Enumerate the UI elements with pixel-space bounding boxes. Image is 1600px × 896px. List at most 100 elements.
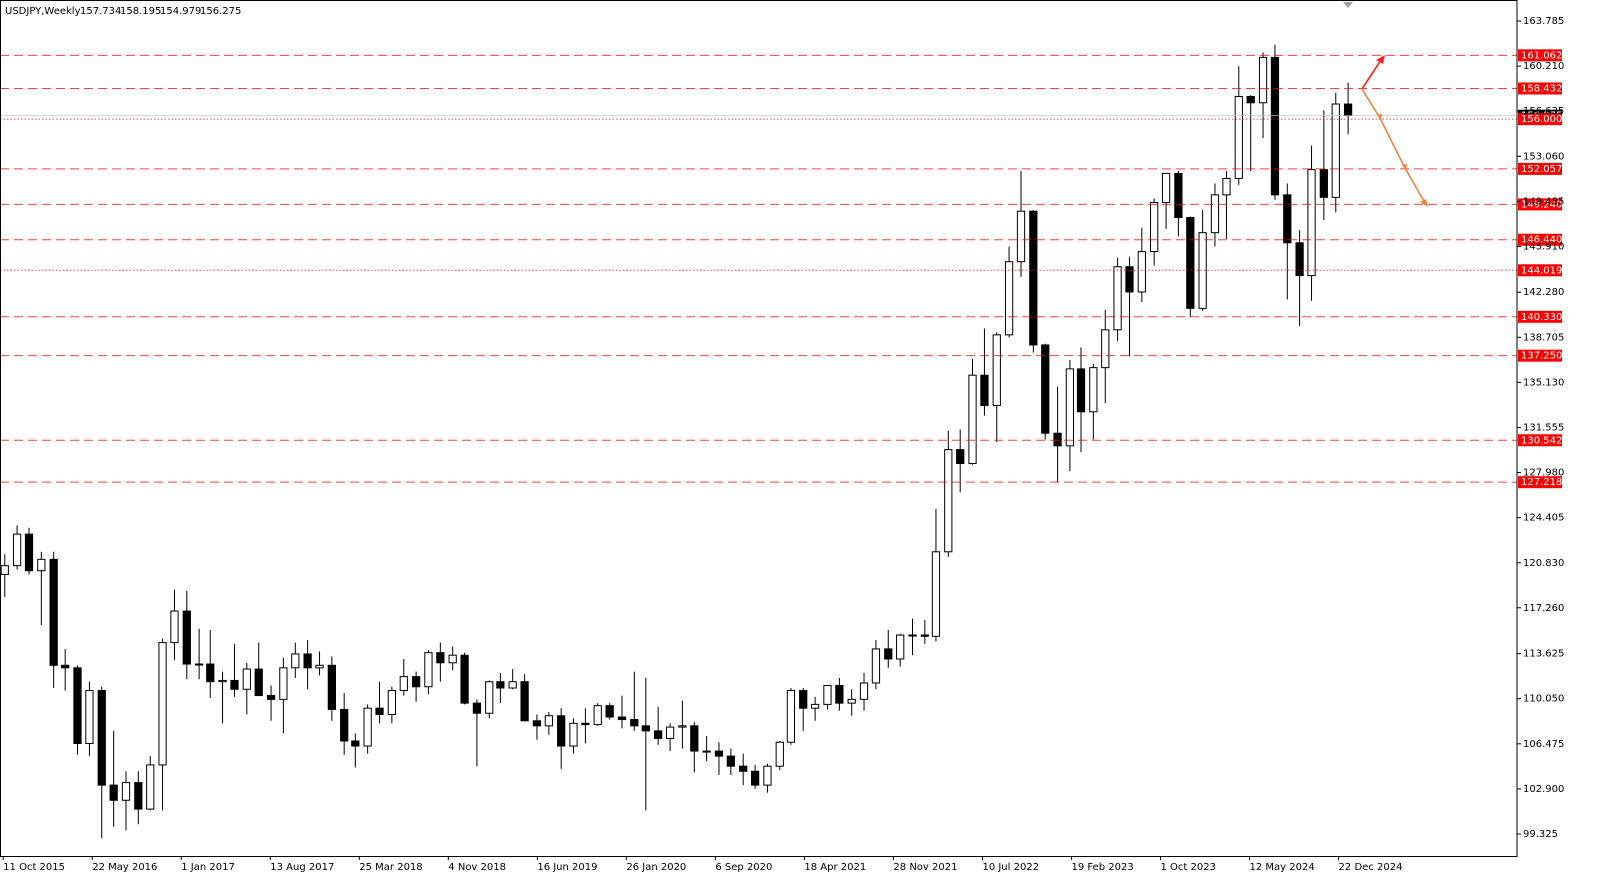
candle-body [194, 663, 204, 666]
candle-body [956, 449, 965, 464]
candle-body [859, 682, 869, 700]
level-label: 144.019 [1521, 265, 1562, 276]
y-tick-label: 163.785 [1523, 16, 1564, 27]
candle-body [436, 652, 445, 664]
level-label-box [1518, 349, 1562, 362]
candle-body [605, 705, 614, 718]
candle-body [1186, 217, 1195, 309]
candle-body [496, 681, 505, 689]
candle-body [1137, 251, 1146, 293]
candle-body [1283, 194, 1292, 244]
candle-body [617, 716, 627, 721]
candle-body [544, 715, 553, 727]
candle-body [690, 725, 699, 752]
candle-body [340, 708, 349, 742]
x-tick-label: 10 Jul 2022 [982, 862, 1039, 873]
candle-body [763, 765, 772, 786]
candle-body [896, 634, 905, 660]
candle-body [908, 634, 917, 637]
y-tick-label: 160.210 [1523, 61, 1564, 72]
candle-body [158, 642, 167, 766]
candle-body [1161, 172, 1171, 203]
candle-body [702, 750, 711, 753]
x-tick-label: 1 Oct 2023 [1161, 862, 1216, 873]
candle-body [363, 707, 372, 747]
down-arrow-node [1402, 164, 1407, 171]
candle-body [230, 679, 239, 690]
candle-body [1053, 432, 1062, 447]
candle-body [786, 690, 796, 743]
candle-body [182, 610, 191, 665]
candle-body [992, 334, 1001, 406]
candle-body [1076, 368, 1086, 413]
candle-body [0, 565, 9, 575]
y-tick-label: 149.485 [1523, 196, 1564, 207]
candle-body [581, 722, 590, 726]
candle-body [944, 449, 953, 553]
plot-frame [0, 0, 1518, 857]
candle-body [291, 653, 300, 669]
y-tick-label: 131.555 [1523, 422, 1564, 433]
down-arrow [1361, 88, 1426, 204]
level-label-box [1518, 310, 1562, 323]
candle-body [97, 690, 106, 786]
quote-value: 156.275 [200, 6, 241, 17]
y-tick-label: 117.260 [1523, 603, 1564, 614]
candle-body [871, 648, 881, 684]
y-tick-label: 156.635 [1523, 106, 1564, 117]
candle-body [85, 690, 94, 744]
candle-body [593, 705, 602, 726]
level-label: 156.000 [1521, 114, 1562, 125]
candle-body [61, 664, 70, 669]
level-label: 146.440 [1521, 235, 1562, 246]
candle-body [557, 715, 566, 747]
candle-body [1270, 56, 1280, 196]
candle-body [1113, 266, 1122, 331]
y-tick-label: 110.050 [1523, 694, 1564, 705]
candle-body [532, 720, 542, 727]
projection-arrows [1361, 55, 1428, 207]
candle-body [1174, 172, 1183, 219]
y-tick-label: 124.405 [1523, 513, 1564, 524]
level-label-box [1518, 162, 1562, 175]
candle-body [49, 558, 58, 666]
x-tick-label: 12 May 2024 [1250, 862, 1315, 873]
level-label-box [1518, 476, 1562, 489]
candle-body [1307, 169, 1316, 277]
x-tick-label: 22 Dec 2024 [1339, 862, 1403, 873]
candle-body [279, 667, 288, 700]
candle-body [399, 676, 408, 692]
candle-body [411, 676, 421, 688]
x-tick-label: 18 Apr 2021 [804, 862, 866, 873]
candle-body [884, 648, 893, 660]
candle-body [1258, 56, 1268, 104]
candle-body [1089, 367, 1098, 413]
candle-body [775, 741, 784, 767]
candle-body [1125, 266, 1134, 293]
candle-body [1101, 329, 1110, 369]
candle-body [170, 610, 179, 644]
candle-body [109, 784, 118, 801]
candle-body [1234, 95, 1243, 179]
candle-body [242, 668, 251, 690]
candle-body [146, 764, 155, 810]
candle-body [485, 681, 494, 714]
candle-body [448, 654, 457, 664]
level-label-box [1518, 113, 1562, 126]
candle-body [375, 707, 384, 715]
candle-body [472, 702, 482, 714]
candle-body [569, 722, 578, 747]
level-label: 137.250 [1521, 351, 1562, 362]
candle-body [739, 765, 748, 772]
candle-body [1004, 261, 1014, 336]
shift-marker [1343, 2, 1353, 8]
candle-body [799, 690, 808, 709]
y-tick-label: 145.910 [1523, 241, 1564, 252]
quote-value: 157.734 [80, 6, 121, 17]
candle-body [73, 667, 82, 744]
candle-body [678, 725, 687, 728]
candle-body [835, 684, 844, 704]
level-label-box [1518, 233, 1562, 246]
candle-body [931, 551, 941, 637]
level-label-box [1518, 264, 1562, 277]
